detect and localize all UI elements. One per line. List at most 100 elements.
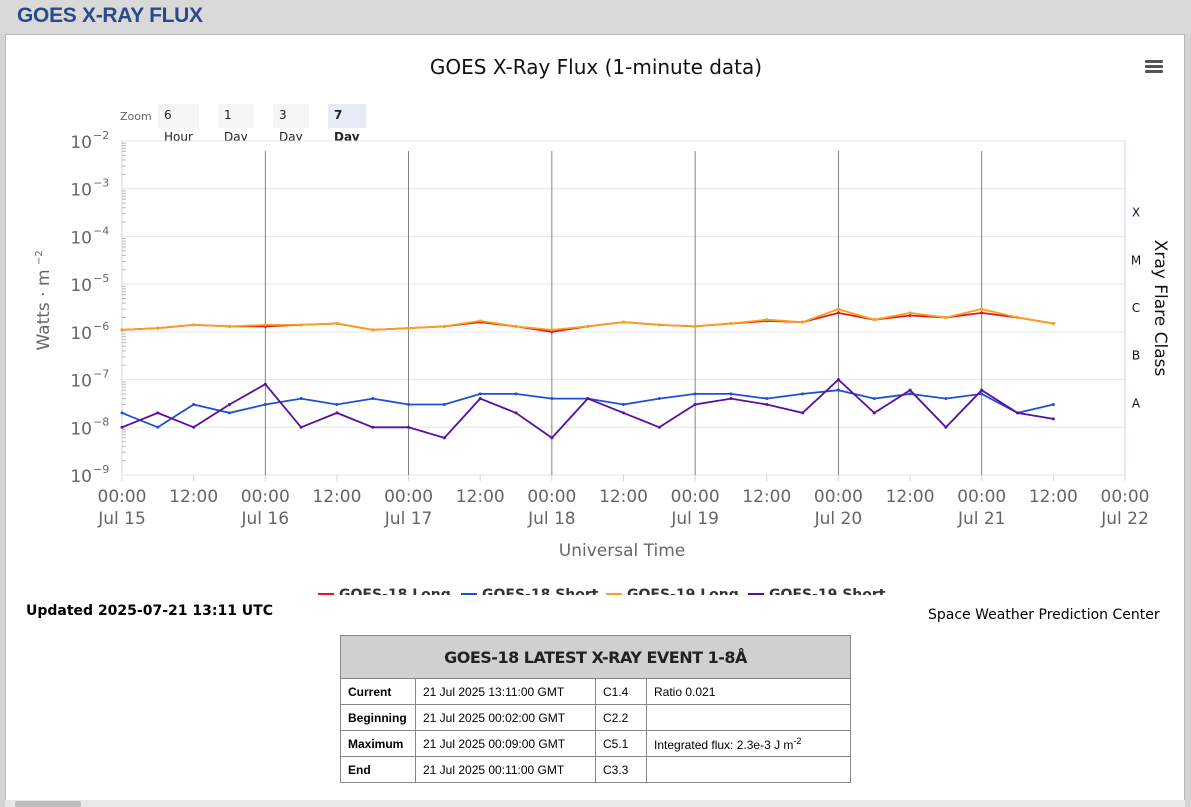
event-row-time: 21 Jul 2025 13:11:00 GMT	[415, 678, 596, 705]
y-axis-label-sup: −2	[34, 250, 45, 265]
data-point	[693, 324, 697, 328]
event-table-row: Maximum 21 Jul 2025 00:09:00 GMT C5.1 Integ…	[340, 730, 851, 757]
data-point	[836, 388, 840, 392]
zoom-7-day-button[interactable]: 7 Day	[328, 104, 366, 144]
event-table: GOES-18 LATEST X-RAY EVENT 1-8Å Current 2…	[340, 635, 851, 783]
data-point	[550, 397, 554, 401]
event-row-label-text: Beginning	[348, 710, 407, 725]
event-row-class-text: C3.3	[603, 762, 629, 777]
hamburger-icon	[1145, 60, 1163, 63]
x-tick-date: Jul 15	[97, 509, 146, 529]
data-point	[263, 403, 267, 407]
page-title: GOES X-RAY FLUX	[17, 4, 203, 27]
y-tick-exponent: −4	[93, 224, 109, 237]
data-point	[693, 392, 697, 396]
legend-item[interactable]: GOES-18 Short	[482, 587, 599, 595]
data-point	[801, 392, 805, 396]
x-axis-label: Universal Time	[559, 541, 685, 561]
updated-timestamp: Updated 2025-07-21 13:11 UTC	[26, 603, 273, 619]
x-tick-date: Jul 21	[957, 509, 1006, 529]
data-point	[729, 392, 733, 396]
scrollbar-thumb[interactable]	[15, 801, 81, 807]
y-tick-label: 10	[70, 228, 92, 248]
event-row-class: C2.2	[595, 704, 647, 731]
data-point	[263, 382, 267, 386]
event-table-row: Beginning 21 Jul 2025 00:02:00 GMT C2.2	[340, 704, 851, 731]
data-point	[120, 328, 124, 332]
right-axis-label: Xray Flare Class	[1150, 240, 1170, 377]
data-point	[836, 307, 840, 311]
data-point	[227, 324, 231, 328]
data-point	[944, 315, 948, 319]
data-point	[371, 425, 375, 429]
data-point	[442, 436, 446, 440]
data-point	[801, 320, 805, 324]
data-point	[729, 321, 733, 325]
data-point	[478, 397, 482, 401]
y-tick-label: 10	[70, 324, 92, 344]
y-tick-exponent: −6	[93, 320, 109, 333]
data-point	[1051, 417, 1055, 421]
event-row-note	[646, 704, 851, 731]
event-table-title: GOES-18 LATEST X-RAY EVENT 1-8Å	[340, 635, 851, 679]
x-tick-time: 12:00	[312, 487, 361, 507]
event-row-label-text: Maximum	[348, 736, 404, 751]
legend-item[interactable]: GOES-19 Short	[769, 587, 886, 595]
data-point	[1016, 411, 1020, 415]
data-point	[980, 311, 984, 315]
data-point	[1016, 315, 1020, 319]
x-tick-time: 12:00	[456, 487, 505, 507]
event-row-label: Maximum	[340, 730, 416, 757]
event-row-note	[646, 756, 851, 783]
event-row-label: End	[340, 756, 416, 783]
y-tick-label: 10	[70, 181, 92, 201]
data-point	[908, 314, 912, 318]
event-table-row: Current 21 Jul 2025 13:11:00 GMT C1.4 Ratio…	[340, 678, 851, 705]
data-point	[263, 323, 267, 327]
data-point	[908, 311, 912, 315]
x-tick-time: 00:00	[1101, 487, 1150, 507]
data-point	[407, 326, 411, 330]
x-tick-time: 00:00	[384, 487, 433, 507]
x-tick-date: Jul 18	[527, 509, 576, 529]
y-tick-exponent: −8	[93, 415, 109, 428]
data-point	[908, 392, 912, 396]
legend-item[interactable]: GOES-19 Long	[627, 587, 739, 595]
data-point	[335, 411, 339, 415]
event-row-note-text: Integrated flux: 2.3e-3 J m	[654, 737, 794, 752]
y-tick-label: 10	[70, 133, 92, 153]
horizontal-scrollbar[interactable]	[5, 800, 1185, 807]
page-header: GOES X-RAY FLUX	[0, 0, 1191, 34]
data-point	[442, 403, 446, 407]
data-point	[227, 411, 231, 415]
data-point	[622, 403, 625, 407]
event-row-time-text: 21 Jul 2025 00:11:00 GMT	[423, 762, 565, 777]
data-point	[586, 397, 590, 401]
data-point	[120, 411, 124, 415]
credit-text: Space Weather Prediction Center	[928, 607, 1160, 623]
event-row-note: Integrated flux: 2.3e-3 J m-2	[646, 730, 851, 757]
data-point	[550, 328, 554, 332]
x-tick-date: Jul 16	[241, 509, 290, 529]
flare-class-label: X	[1132, 206, 1140, 220]
data-point	[514, 411, 518, 415]
data-point	[872, 397, 876, 401]
x-tick-time: 00:00	[957, 487, 1006, 507]
x-tick-time: 00:00	[98, 487, 147, 507]
flare-class-label: B	[1132, 349, 1140, 363]
data-point	[765, 318, 769, 322]
data-point	[944, 397, 948, 401]
flare-class-label: C	[1132, 301, 1140, 315]
y-tick-label: 10	[70, 372, 92, 392]
legend-item[interactable]: GOES-18 Long	[339, 587, 451, 595]
data-point	[657, 425, 661, 429]
data-point	[657, 397, 661, 401]
chart-menu-button[interactable]	[1145, 60, 1163, 76]
data-point	[514, 324, 518, 328]
data-point	[980, 392, 984, 396]
zoom-1-day-button[interactable]: 1 Day	[218, 104, 254, 144]
data-point	[371, 397, 375, 401]
event-row-time-text: 21 Jul 2025 00:02:00 GMT	[423, 710, 566, 725]
y-axis-label: Watts · m	[34, 269, 54, 350]
x-tick-date: Jul 19	[670, 509, 719, 529]
